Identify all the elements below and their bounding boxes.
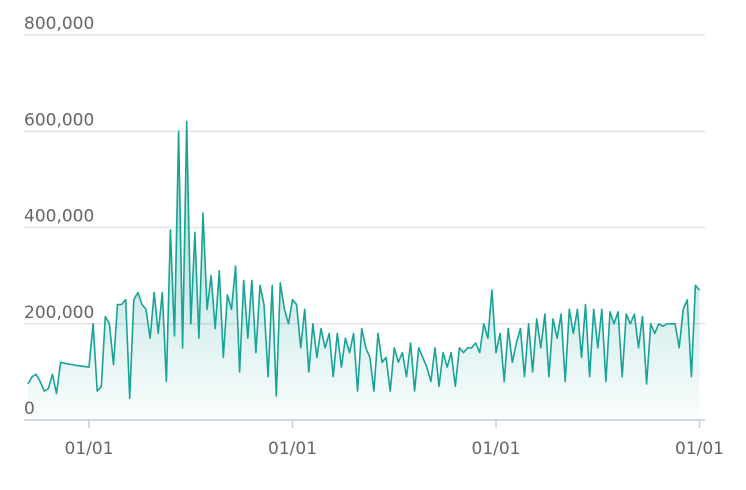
x-tick-label: 01/01: [268, 439, 317, 459]
x-tick-label: 01/01: [675, 439, 724, 459]
area: [28, 121, 700, 420]
y-tick-label: 200,000: [24, 303, 94, 323]
y-tick-label: 600,000: [24, 110, 94, 130]
line: [27, 120, 701, 400]
x-tick-label: 01/01: [65, 439, 114, 459]
x-tick-label: 01/01: [472, 439, 521, 459]
y-tick-label: 400,000: [24, 207, 94, 227]
y-tick-label: 800,000: [24, 14, 94, 34]
